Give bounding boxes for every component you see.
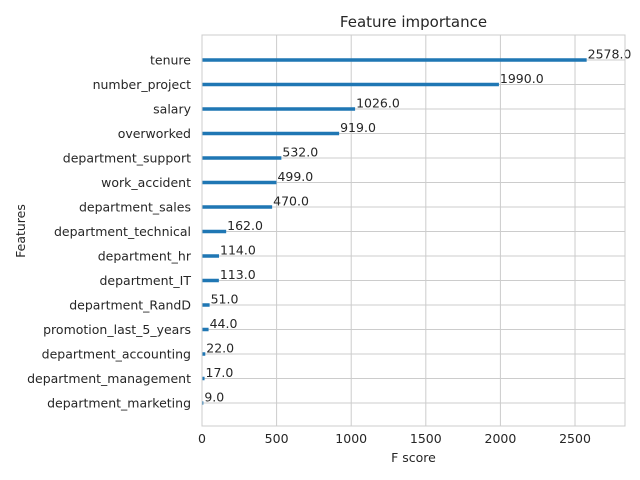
x-tick-label: 2000 (485, 431, 517, 446)
bars (202, 58, 587, 405)
x-tick-label: 500 (265, 431, 289, 446)
y-tick-label: department_IT (99, 273, 191, 288)
data-label: 470.0 (273, 194, 309, 209)
bar (202, 205, 273, 209)
data-label: 162.0 (227, 218, 263, 233)
bar (202, 229, 227, 234)
bar (202, 180, 277, 185)
data-label: 2578.0 (588, 47, 632, 62)
y-tick-label: department_management (27, 371, 191, 386)
bar (202, 278, 219, 283)
y-tick-label: number_project (93, 77, 192, 92)
plot-area (202, 35, 625, 426)
chart-title: Feature importance (340, 13, 487, 31)
y-tick-label: department_technical (54, 224, 191, 239)
bar (202, 254, 220, 258)
bar (202, 107, 356, 111)
x-tick-label: 1000 (335, 431, 367, 446)
data-label: 114.0 (220, 243, 256, 258)
data-label: 17.0 (206, 365, 234, 380)
plot-frame (201, 34, 626, 427)
data-label: 919.0 (340, 120, 376, 135)
data-labels: 2578.0 1990.0 1026.0 919.0 532.0 499.0 470.0 16… (204, 47, 631, 405)
y-tick-label: department_RandD (69, 298, 191, 313)
x-tick-labels: 0 500 1000 1500 2000 2500 (198, 431, 591, 446)
bar (202, 376, 205, 381)
y-axis-label: Features (13, 204, 28, 258)
y-tick-label: salary (153, 102, 191, 117)
bar (202, 401, 204, 405)
data-label: 22.0 (206, 341, 234, 356)
data-label: 44.0 (210, 316, 238, 331)
x-tick-label: 0 (198, 431, 206, 446)
x-tick-label: 1500 (410, 431, 442, 446)
y-tick-label: department_marketing (47, 396, 191, 411)
y-tick-label: department_sales (79, 200, 191, 215)
data-label: 9.0 (204, 390, 224, 405)
data-label: 113.0 (220, 267, 256, 282)
y-tick-label: department_support (63, 151, 191, 166)
x-tick-label: 2500 (559, 431, 591, 446)
bar (202, 327, 209, 332)
y-tick-label: department_hr (98, 249, 192, 264)
x-axis-label: F score (391, 450, 436, 465)
bar (202, 58, 587, 62)
y-tick-label: department_accounting (42, 347, 191, 362)
bar (202, 82, 499, 87)
data-label: 499.0 (277, 169, 313, 184)
bar (202, 303, 210, 307)
y-tick-label: tenure (150, 53, 191, 68)
bar (202, 352, 206, 356)
bar (202, 156, 282, 160)
y-tick-label: promotion_last_5_years (43, 322, 191, 337)
y-tick-label: work_accident (101, 175, 191, 190)
y-tick-label: overworked (118, 126, 191, 141)
data-label: 532.0 (282, 145, 318, 160)
data-label: 1990.0 (500, 71, 544, 86)
data-label: 51.0 (211, 292, 239, 307)
bar (202, 131, 340, 136)
data-label: 1026.0 (356, 96, 400, 111)
